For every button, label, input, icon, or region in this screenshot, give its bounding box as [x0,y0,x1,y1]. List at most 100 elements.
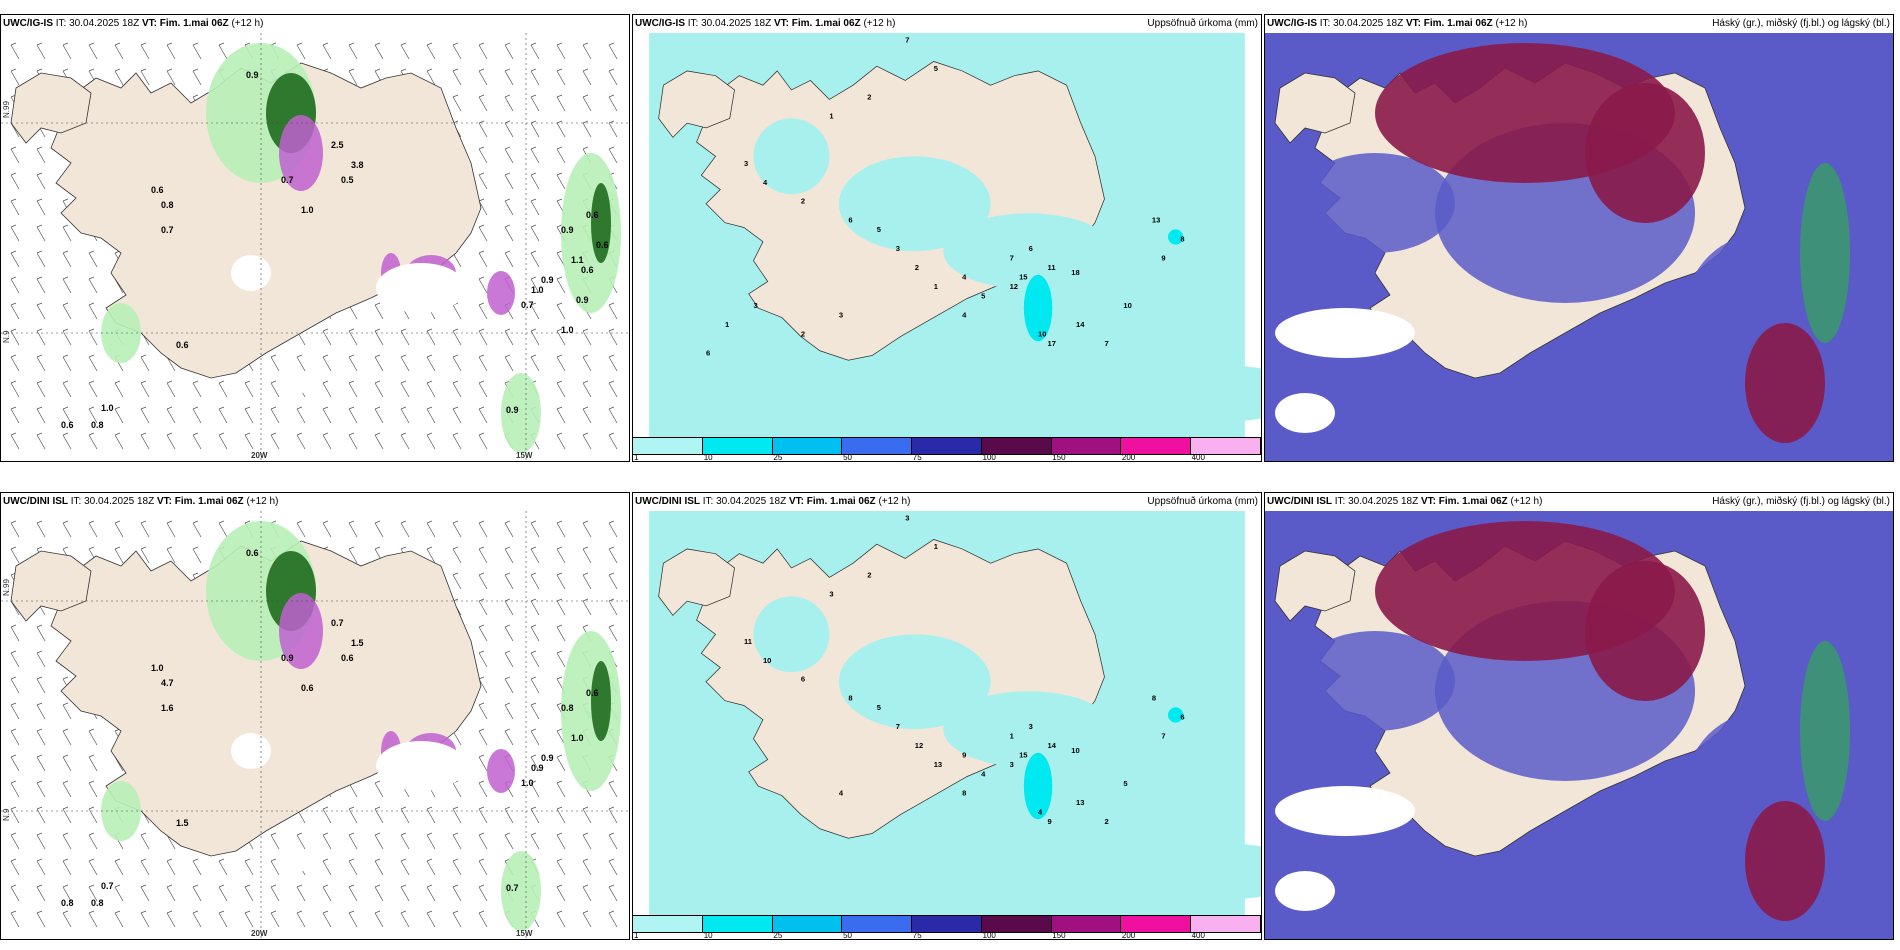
precip-value: 17 [1048,339,1056,348]
wind-barb [62,432,72,450]
wind-barb [426,354,436,372]
wind-barb [36,754,46,772]
wind-barb [582,598,592,616]
precip-value: 1.1 [571,255,584,265]
wind-barb [140,546,150,564]
wind-barb [244,380,254,398]
glacier-area [376,263,466,313]
wind-barb [608,858,618,876]
wind-barb [166,68,176,86]
precip-value: 10 [1038,330,1046,339]
wind-barb [374,780,384,798]
westfjords-landmass [1274,72,1356,144]
precip-value: 3 [753,301,757,310]
it-value: 30.04.2025 18Z [1348,496,1419,507]
westfjords-landmass [1274,550,1356,622]
wind-barb [556,172,566,190]
wind-barb [400,328,410,346]
precip-value: 0.6 [61,420,74,430]
wind-barb [452,572,462,590]
clear-sky-area [1275,308,1415,358]
precip-value: 2 [867,570,871,579]
wind-barb [504,68,514,86]
precip-1-10-area [763,355,1261,432]
wind-barb [478,780,488,798]
wind-barb [114,858,124,876]
wind-barb [556,354,566,372]
vt-value: Fim. 1.mai 06Z [1423,18,1493,29]
wind-barb [166,406,176,424]
precip-value: 3 [1010,760,1014,769]
precip-value: 1.0 [301,205,314,215]
vt-label: VT: [1405,18,1421,29]
wind-precip-panel: UWC/IG-IS IT: 30.04.2025 18Z VT: Fim. 1.… [0,14,630,462]
wind-barb [582,354,592,372]
panel-header: UWC/DINI ISL IT: 30.04.2025 18Z VT: Fim.… [3,496,278,508]
wind-barb [322,832,332,850]
vt-value: Fim. 1.mai 06Z [791,18,861,29]
precip-value: 1.0 [151,663,164,673]
colorbar-tick-label: 150 [1052,931,1066,940]
clear-sky-area [1275,786,1415,836]
wind-barb [192,42,202,60]
wind-barb [504,520,514,538]
wind-barb [582,68,592,86]
wind-barb [36,650,46,668]
wind-barb [556,120,566,138]
precip-value: 6 [848,216,852,225]
colorbar-swatch [1191,438,1261,454]
wind-barb [10,884,20,902]
wind-barb [608,624,618,642]
wind-barb [478,728,488,746]
precip-10-25-area [1023,274,1053,342]
wind-barb [36,780,46,798]
model-label: UWC/IG-IS [3,18,53,29]
precip-value: 12 [915,741,923,750]
wind-barb [530,650,540,668]
precip-value: 1.0 [101,403,114,413]
panel-title: Háský (gr.), miðský (fj.bl.) og lágský (… [1712,18,1890,29]
wind-barb [62,328,72,346]
precip-value: 7 [905,35,909,44]
wind-barb [322,380,332,398]
precip-value: 10 [763,656,771,665]
colorbar-swatch [772,916,843,932]
wind-barb [530,520,540,538]
wind-barb [530,224,540,242]
wind-barb [218,858,228,876]
wind-barb [10,172,20,190]
precip-1-10-area [838,156,991,252]
glacier-area [231,733,271,769]
wind-barb [88,276,98,294]
precip-value: 1 [1010,732,1014,741]
wind-barb [348,42,358,60]
precip-value: 2 [1104,817,1108,826]
wind-barb [530,702,540,720]
wind-barb [530,806,540,824]
vt-label: VT: [773,18,789,29]
wind-barb [296,520,306,538]
wind-barb [10,546,20,564]
wind-barb [192,858,202,876]
wind-barb [88,728,98,746]
wind-barb [426,520,436,538]
wind-barb [62,806,72,824]
wind-barb [426,406,436,424]
precip-value: 14 [1076,320,1085,329]
wind-barb [582,120,592,138]
wind-barb [608,780,618,798]
wind-barb [10,224,20,242]
wind-barb [530,94,540,112]
colorbar: 1 10 25 50 75 100 150 200 400 [633,915,1261,939]
wind-barb [582,432,592,450]
wind-map: 0.8 0.8 0.7 1.0 4.7 1.6 1.5 0.7 0.6 0.9 0.6 0.7 1.5 0… [1,511,629,939]
wind-barb [374,520,384,538]
wind-barb [140,520,150,538]
wind-barb [504,172,514,190]
y-tick-label: N.9 [2,808,11,821]
wind-barb [452,884,462,902]
accumulated-precip-panel: UWC/DINI ISL IT: 30.04.2025 18Z VT: Fim.… [632,492,1262,940]
wind-barb [478,546,488,564]
wind-barb [88,354,98,372]
